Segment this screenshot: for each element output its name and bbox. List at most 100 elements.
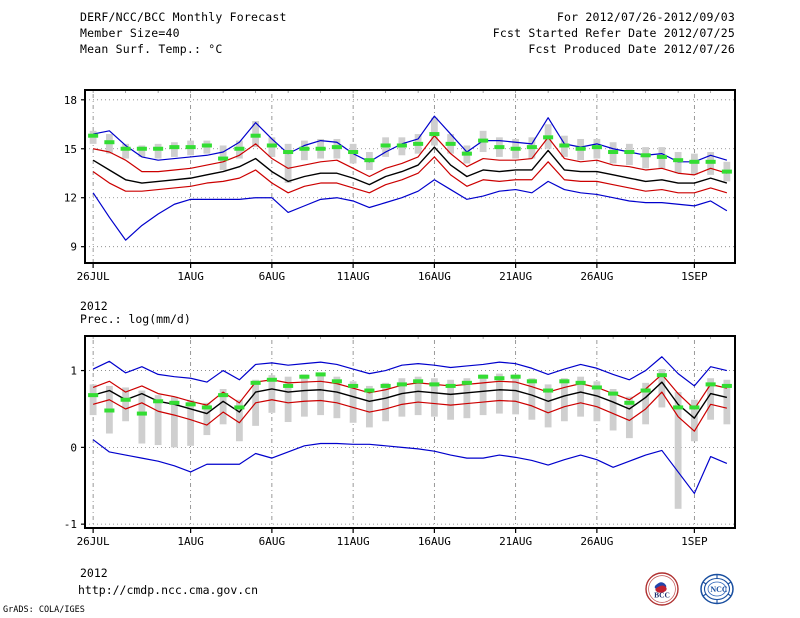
- observed-marker: [608, 391, 619, 396]
- series-line: [92, 179, 728, 241]
- observed-marker: [461, 151, 472, 156]
- observed-marker: [364, 158, 375, 163]
- y-tick-label: 18: [64, 94, 77, 107]
- spread-box: [154, 143, 162, 159]
- x-tick-label: 1AUG: [177, 270, 204, 283]
- spread-box: [560, 378, 568, 422]
- bottom-chart-year-label: 2012: [80, 566, 108, 580]
- series-line: [92, 356, 728, 387]
- observed-marker: [380, 383, 391, 388]
- spread-box: [235, 399, 243, 442]
- x-tick-label: 16AUG: [418, 535, 451, 548]
- observed-marker: [88, 133, 99, 138]
- spread-box: [138, 145, 146, 157]
- spread-box: [398, 378, 406, 417]
- observed-marker: [201, 405, 212, 410]
- observed-marker: [136, 146, 147, 151]
- observed-marker: [104, 408, 115, 413]
- observed-marker: [575, 146, 586, 151]
- spread-box: [349, 381, 357, 423]
- observed-marker: [234, 405, 245, 410]
- spread-box: [463, 378, 471, 419]
- observed-marker: [185, 402, 196, 407]
- observed-marker: [348, 150, 359, 155]
- ncc-logo: NCC: [700, 572, 734, 606]
- y-tick-label: -1: [64, 518, 77, 531]
- observed-marker: [169, 145, 180, 150]
- observed-marker: [478, 138, 489, 143]
- bcc-logo: BCC: [645, 572, 679, 606]
- spread-box: [674, 152, 682, 174]
- observed-marker: [640, 153, 651, 158]
- spread-box: [707, 378, 715, 420]
- observed-marker: [429, 132, 440, 137]
- series-line: [93, 115, 728, 163]
- observed-marker: [201, 143, 212, 148]
- mean-surface-temperature-chart: 9 12 15 18 26JUL 1AUG 6AUG 11AUG 16AUG 21AUG 26AUG…: [64, 89, 736, 283]
- observed-marker: [299, 374, 310, 379]
- observed-marker: [478, 374, 489, 379]
- spread-box: [268, 375, 276, 413]
- observed-marker: [153, 146, 164, 151]
- observed-marker: [656, 373, 667, 378]
- observed-marker: [640, 388, 651, 393]
- observed-marker: [315, 372, 326, 377]
- grads-credit: GrADS: COLA/IGES: [3, 605, 85, 615]
- observed-marker: [331, 379, 342, 384]
- observed-marker: [283, 150, 294, 155]
- observed-marker: [348, 383, 359, 388]
- observed-marker: [673, 158, 684, 163]
- observed-marker: [559, 143, 570, 148]
- observed-marker: [299, 146, 310, 151]
- series-line: [92, 156, 728, 194]
- y-tick-label: 0: [70, 441, 77, 454]
- observed-marker: [283, 383, 294, 388]
- top-chart-year-label: 2012: [80, 299, 108, 313]
- observed-marker: [104, 140, 115, 145]
- y-tick-label: 1: [70, 365, 77, 378]
- observed-marker: [559, 379, 570, 384]
- observed-marker: [153, 399, 164, 404]
- x-tick-label: 21AUG: [499, 270, 532, 283]
- observed-marker: [136, 411, 147, 416]
- spread-box: [89, 384, 97, 416]
- observed-marker: [445, 141, 456, 146]
- observed-marker: [721, 169, 732, 174]
- spread-box: [674, 392, 682, 509]
- observed-marker: [364, 388, 375, 393]
- observed-marker: [624, 150, 635, 155]
- observed-marker: [705, 159, 716, 164]
- spread-box: [447, 379, 455, 420]
- y-tick-label: 9: [70, 241, 77, 254]
- y-tick-label: 12: [64, 192, 77, 205]
- observed-marker: [250, 133, 261, 138]
- observed-marker: [705, 382, 716, 387]
- observed-marker: [510, 146, 521, 151]
- top-chart-variable-label: Mean Surf. Temp.: °C: [80, 42, 223, 56]
- observed-marker: [721, 383, 732, 388]
- spread-box: [512, 374, 520, 415]
- observed-marker: [608, 150, 619, 155]
- observed-marker: [591, 385, 602, 390]
- observed-marker: [689, 159, 700, 164]
- spread-box: [382, 382, 390, 422]
- spread-box: [122, 387, 130, 422]
- observed-marker: [396, 143, 407, 148]
- x-tick-label: 1SEP: [681, 270, 708, 283]
- x-tick-label: 21AUG: [499, 535, 532, 548]
- observed-marker: [413, 141, 424, 146]
- observed-marker: [380, 143, 391, 148]
- observed-marker: [218, 393, 229, 398]
- spread-box: [317, 372, 325, 416]
- spread-box: [690, 399, 698, 442]
- spread-box: [642, 147, 650, 169]
- spread-box: [219, 388, 227, 425]
- x-tick-label: 11AUG: [337, 270, 370, 283]
- observed-marker: [88, 393, 99, 398]
- svg-text:BCC: BCC: [654, 591, 670, 600]
- series-line: [92, 439, 728, 495]
- observed-marker: [396, 382, 407, 387]
- source-url[interactable]: http://cmdp.ncc.cma.gov.cn: [78, 583, 259, 597]
- observed-marker: [413, 379, 424, 384]
